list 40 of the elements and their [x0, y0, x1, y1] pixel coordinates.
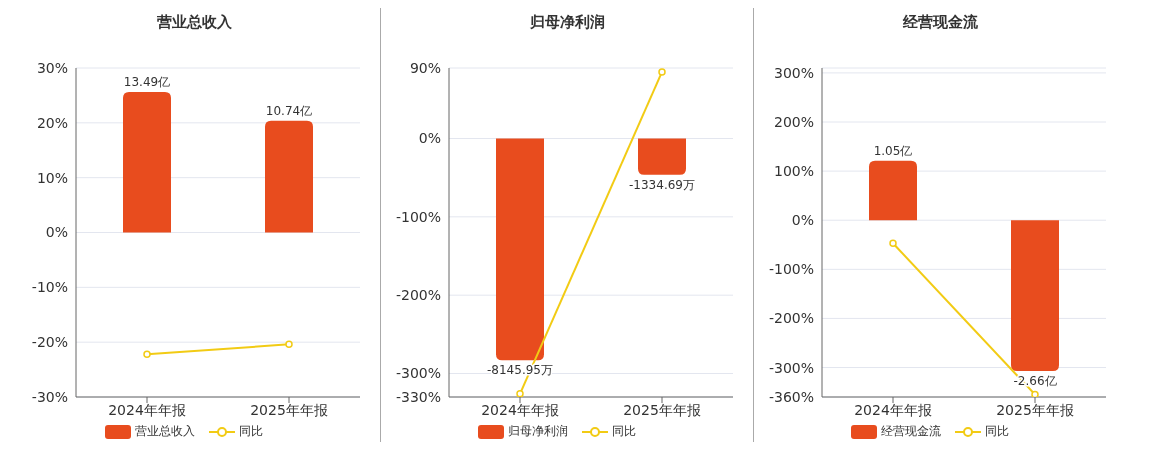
y-tick-label: -200% [395, 287, 441, 304]
y-tick-label: -200% [768, 310, 814, 327]
legend-label: 经营现金流 [881, 423, 941, 440]
chart-title: 经营现金流 [901, 12, 979, 33]
x-tick-label: 2025年年报 [996, 401, 1074, 418]
y-tick-label: -100% [395, 208, 441, 225]
legend-label: 营业总收入 [135, 423, 195, 440]
y-tick-label: -10% [31, 279, 68, 296]
y-tick-label: 300% [773, 64, 814, 81]
data-label: 13.49亿 [123, 75, 171, 90]
y-tick-label: -30% [31, 388, 68, 405]
legend-label: 归母净利润 [508, 423, 568, 440]
chart-title: 归母净利润 [528, 12, 606, 33]
y-tick-label: -330% [395, 388, 441, 405]
x-tick-label: 2024年年报 [854, 401, 932, 418]
y-tick-label: 200% [773, 113, 814, 130]
legend-label: 同比 [985, 423, 1009, 440]
data-label: 10.74亿 [265, 103, 313, 118]
y-tick-label: -360% [768, 388, 814, 405]
x-tick-label: 2025年年报 [250, 401, 328, 418]
chart-title: 营业总收入 [155, 12, 233, 33]
y-tick-label: 100% [773, 163, 814, 180]
legend-label: 同比 [612, 423, 636, 440]
y-tick-label: 10% [36, 169, 68, 186]
y-tick-label: 90% [409, 59, 441, 76]
y-tick-label: 30% [36, 59, 68, 76]
y-tick-label: -100% [768, 261, 814, 278]
x-tick-label: 2024年年报 [108, 401, 186, 418]
y-tick-label: -300% [395, 365, 441, 382]
y-tick-label: -20% [31, 334, 68, 351]
data-label: -1334.69万 [629, 177, 695, 192]
x-tick-label: 2025年年报 [623, 401, 701, 418]
y-tick-label: -300% [768, 359, 814, 376]
data-label: 1.05亿 [873, 143, 913, 158]
y-tick-label: 0% [418, 130, 441, 147]
y-tick-label: 0% [791, 212, 814, 229]
y-tick-label: 20% [36, 114, 68, 131]
x-tick-label: 2024年年报 [481, 401, 559, 418]
y-tick-label: 0% [45, 224, 68, 241]
legend-label: 同比 [239, 423, 263, 440]
